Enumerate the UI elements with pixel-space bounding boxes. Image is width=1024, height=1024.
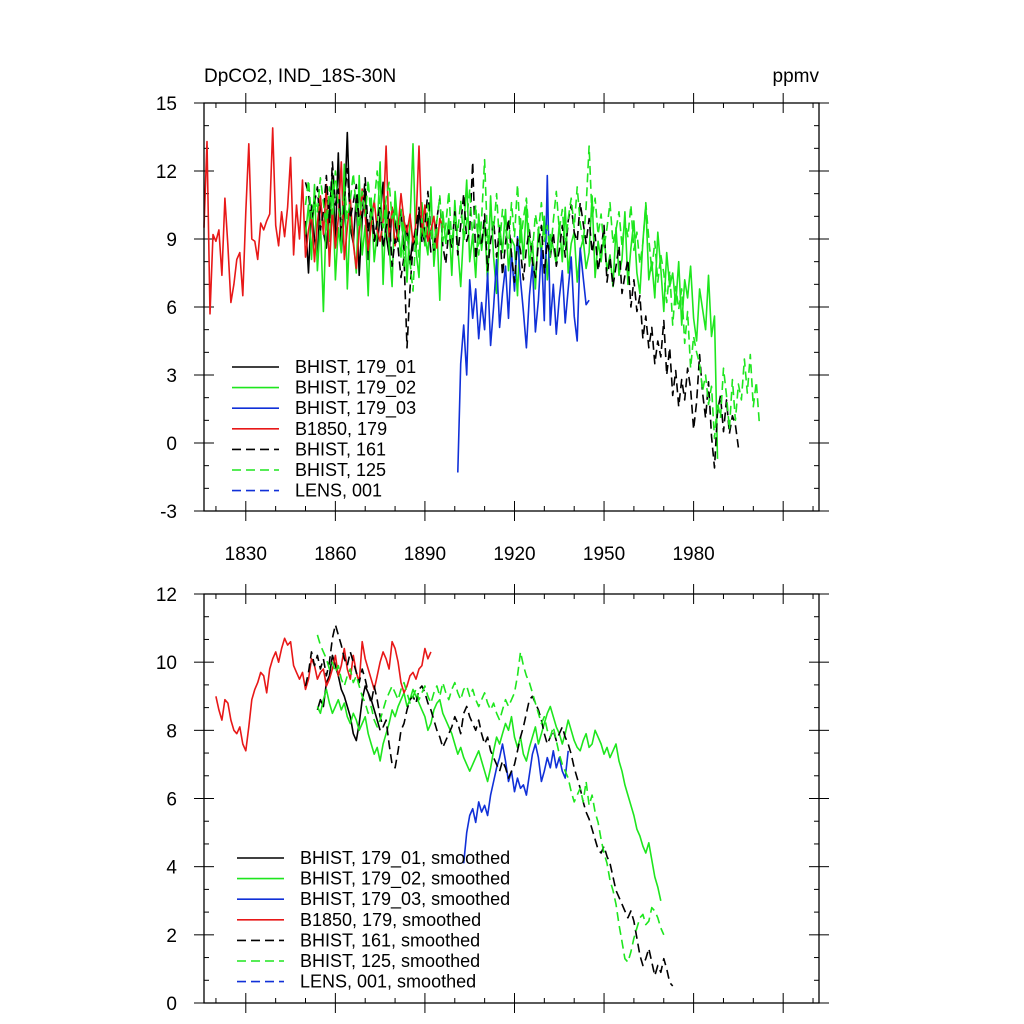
legend-label: BHIST, 179_01 — [295, 357, 416, 378]
y-tick-label: 12 — [156, 162, 177, 183]
legend-label: B1850, 179, smoothed — [300, 910, 481, 930]
series-line-4 — [304, 161, 740, 469]
legend-label: BHIST, 179_01, smoothed — [300, 848, 510, 869]
top-chart-units: ppmv — [773, 66, 820, 87]
legend-label: BHIST, 125, smoothed — [300, 951, 480, 971]
series-line-3 — [215, 637, 432, 752]
series-line-3 — [203, 127, 444, 315]
series-line-2 — [457, 174, 590, 473]
legend-label: BHIST, 179_03, smoothed — [300, 889, 510, 910]
y-tick-label: 12 — [156, 585, 177, 606]
y-tick-label: 3 — [166, 366, 177, 387]
legend-label: BHIST, 179_02 — [295, 378, 416, 399]
series-line-4 — [304, 623, 674, 987]
series-line-2 — [462, 743, 569, 864]
y-tick-label: 6 — [166, 790, 177, 811]
top-panel: DpCO2, IND_18S-30N ppmv 1830 1860 1890 1920… — [156, 66, 829, 565]
series-line-5 — [316, 634, 665, 963]
x-tick-label: 1890 — [404, 544, 446, 565]
y-tick-label: 15 — [156, 94, 177, 115]
x-tick-label: 1980 — [672, 544, 714, 565]
x-tick-label: 1830 — [225, 544, 267, 565]
x-tick-label: 1920 — [493, 544, 535, 565]
y-tick-label: 0 — [166, 434, 177, 455]
legend-label: BHIST, 161 — [295, 439, 386, 459]
y-tick-label: 8 — [166, 721, 177, 742]
x-tick-label: 1950 — [583, 544, 625, 565]
legend-label: BHIST, 179_03 — [295, 398, 416, 419]
y-tick-label: 4 — [166, 858, 177, 879]
top-plot-frame — [203, 102, 820, 512]
x-tick-label: 1860 — [314, 544, 356, 565]
series-line-1 — [316, 688, 662, 901]
y-tick-label: 2 — [166, 926, 177, 947]
legend-label: B1850, 179 — [295, 419, 387, 439]
top-chart-title: DpCO2, IND_18S-30N — [204, 66, 396, 87]
top-ticks: 1830 1860 1890 1920 1950 1980 -3 0 3 6 9 12 15 — [156, 93, 829, 565]
series-line-1 — [304, 143, 719, 459]
top-plot-area — [203, 127, 761, 473]
y-tick-label: 6 — [166, 298, 177, 319]
y-tick-label: 9 — [166, 230, 177, 251]
series-line-0 — [316, 654, 381, 742]
series-line-5 — [304, 145, 761, 440]
y-tick-label: 10 — [156, 653, 177, 674]
legend-label: BHIST, 179_02, smoothed — [300, 869, 510, 890]
legend-label: LENS, 001, smoothed — [300, 972, 476, 992]
bottom-plot-area — [215, 623, 674, 987]
y-tick-label: 0 — [166, 994, 177, 1015]
y-tick-label: -3 — [160, 502, 177, 523]
legend-label: LENS, 001 — [295, 481, 382, 501]
legend-label: BHIST, 125 — [295, 460, 386, 480]
bottom-ticks: 0 2 4 6 8 10 12 — [156, 584, 829, 1015]
legend-label: BHIST, 161, smoothed — [300, 930, 480, 950]
bottom-plot-frame — [203, 593, 820, 1004]
